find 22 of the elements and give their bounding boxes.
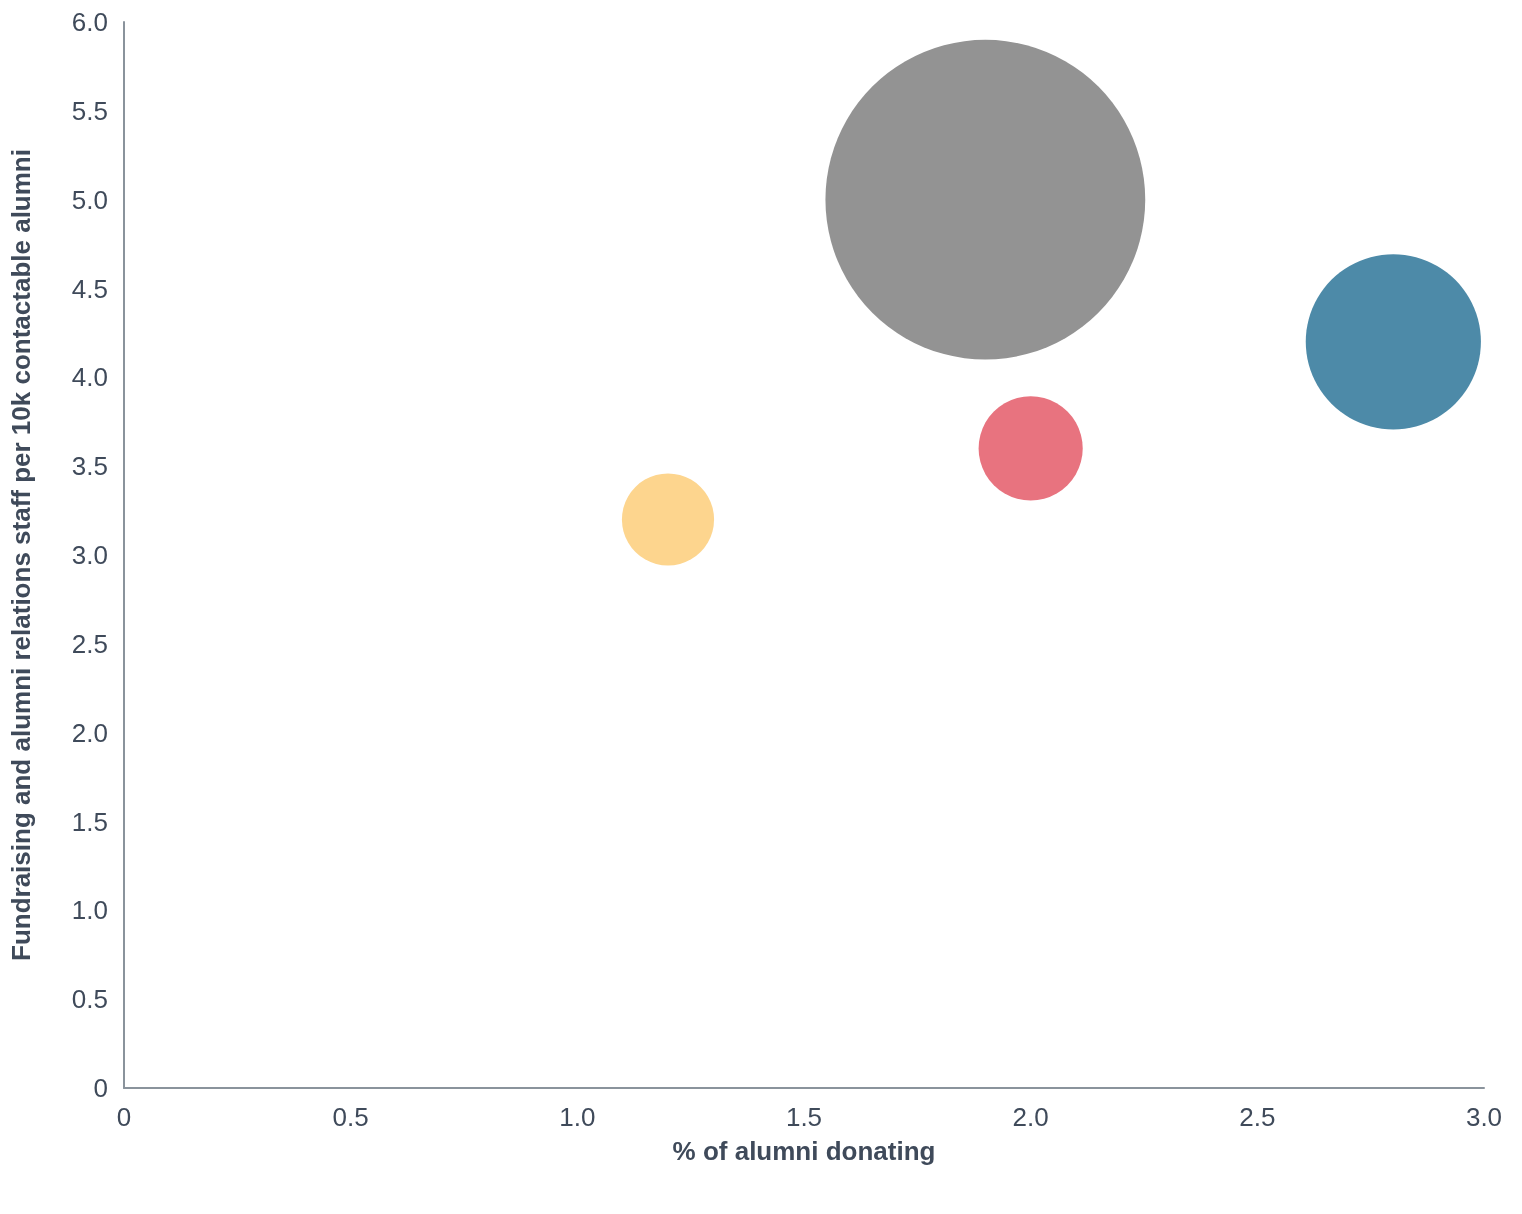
x-tick-label: 1.5 <box>785 1102 823 1132</box>
y-tick-label: 4.5 <box>71 273 108 304</box>
y-tick-label: 3.5 <box>71 451 108 482</box>
y-tick-label: 0 <box>93 1073 108 1103</box>
y-tick-label: 0.5 <box>71 984 108 1015</box>
x-tick-label: 2.5 <box>1239 1102 1276 1132</box>
y-tick-label: 3.0 <box>71 540 108 570</box>
x-tick-label: 0 <box>116 1102 132 1132</box>
x-tick-label: 3.0 <box>1465 1102 1503 1132</box>
y-tick-label: 2.5 <box>71 628 108 659</box>
y-tick-label: 2.0 <box>71 717 108 748</box>
y-tick-label: 6.0 <box>71 7 108 37</box>
y-tick-label: 5.5 <box>71 95 108 126</box>
y-tick-label: 5.0 <box>71 184 108 215</box>
x-tick-label: 0.5 <box>332 1102 369 1132</box>
y-tick-label: 4.0 <box>71 362 108 393</box>
y-tick-label: 1.5 <box>71 806 108 837</box>
x-axis-title: % of alumni donating <box>672 1136 936 1166</box>
y-tick-label: 1.0 <box>71 895 108 926</box>
x-tick-label: 1.0 <box>559 1102 596 1132</box>
y-axis-title: Fundraising and alumni relations staff per 10k contactable alumni <box>6 149 36 961</box>
x-tick-label: 2.0 <box>1012 1102 1049 1132</box>
